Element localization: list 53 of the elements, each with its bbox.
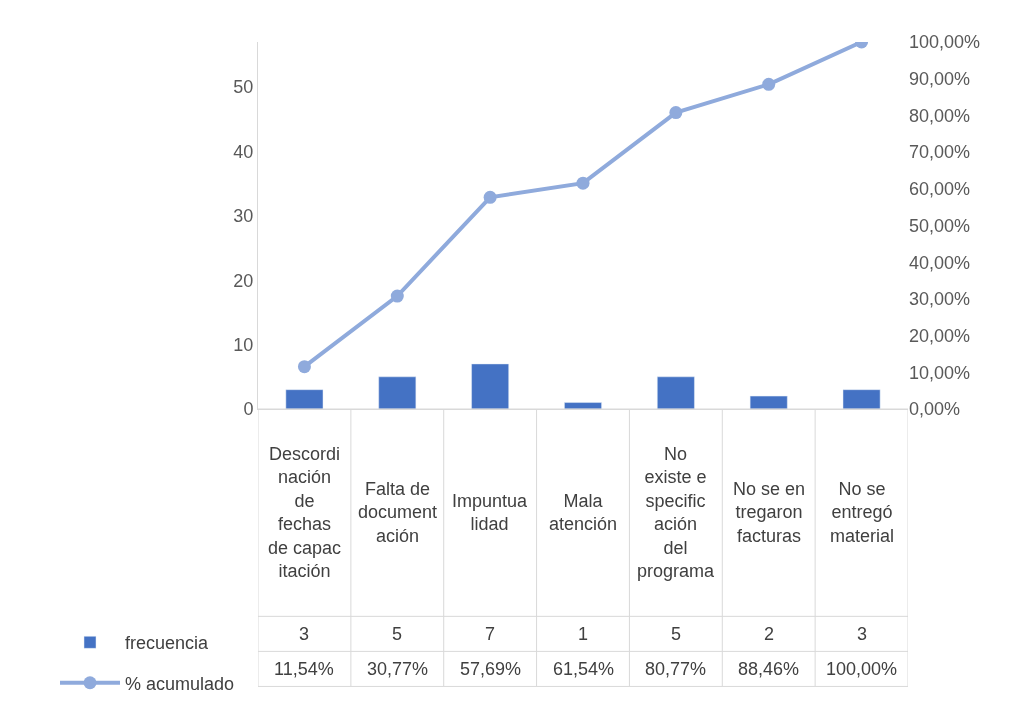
bar bbox=[378, 376, 417, 409]
y2-tick-label: 60,00% bbox=[909, 179, 971, 200]
x-tick-label: Descordinación de fechas de capacitación bbox=[268, 444, 342, 581]
y2-tick-label: 0,00% bbox=[909, 399, 961, 420]
y-tick-label: 10 bbox=[233, 334, 254, 355]
y-tick-label: 50 bbox=[233, 77, 254, 98]
point bbox=[762, 77, 776, 91]
y-tick-label: 0 bbox=[243, 399, 254, 420]
data-label: 7 bbox=[485, 624, 496, 644]
bar bbox=[471, 363, 509, 409]
x-tick-label: Falta de documentación bbox=[358, 479, 438, 546]
data-label: 5 bbox=[392, 624, 403, 644]
data-label: 3 bbox=[299, 624, 310, 644]
point bbox=[669, 106, 683, 120]
data-label: 61,54% bbox=[553, 659, 615, 679]
point bbox=[483, 190, 497, 204]
y-tick-label: 20 bbox=[233, 270, 254, 291]
data-label: 57,69% bbox=[460, 659, 522, 679]
y2-tick-label: 100,00% bbox=[909, 32, 981, 53]
bar bbox=[842, 389, 881, 409]
data-label: 88,46% bbox=[738, 659, 800, 679]
data-label: 30,77% bbox=[367, 659, 429, 679]
y2-tick-label: 30,00% bbox=[909, 289, 971, 310]
x-tick-label: No existe especificación del programa bbox=[637, 444, 716, 581]
y2-tick-label: 50,00% bbox=[909, 215, 971, 236]
y2-tick-label: 80,00% bbox=[909, 105, 971, 126]
data-label: 2 bbox=[764, 624, 775, 644]
x-tick-label: Impuntualidad bbox=[452, 491, 529, 535]
point bbox=[297, 360, 311, 374]
data-label: 11,54% bbox=[274, 659, 334, 679]
data-label: 5 bbox=[671, 624, 682, 644]
y2-tick-label: 90,00% bbox=[909, 69, 971, 89]
bar bbox=[564, 402, 602, 409]
y2-tick-label: 10,00% bbox=[909, 362, 971, 383]
bar bbox=[749, 395, 788, 409]
y2-tick-label: 70,00% bbox=[909, 142, 971, 163]
bar bbox=[285, 389, 324, 409]
y2-tick-label: 40,00% bbox=[909, 252, 971, 273]
bar bbox=[657, 376, 695, 409]
x-tick-label: No se entregaron facturas bbox=[733, 479, 806, 546]
point bbox=[390, 289, 404, 303]
legend-label: frecuencia bbox=[125, 633, 210, 654]
point bbox=[576, 176, 590, 190]
data-label: 100,00% bbox=[826, 659, 898, 679]
y2-tick-label: 20,00% bbox=[909, 325, 971, 346]
y-tick-label: 40 bbox=[233, 141, 254, 162]
data-label: 3 bbox=[857, 624, 868, 644]
data-label: 1 bbox=[578, 624, 589, 644]
x-tick-label: Mala atención bbox=[549, 491, 618, 535]
legend-label: % acumulado bbox=[125, 673, 235, 694]
data-label: 80,77% bbox=[645, 659, 707, 679]
x-tick-label: No se entregó material bbox=[830, 479, 895, 546]
y-tick-label: 30 bbox=[233, 206, 254, 227]
